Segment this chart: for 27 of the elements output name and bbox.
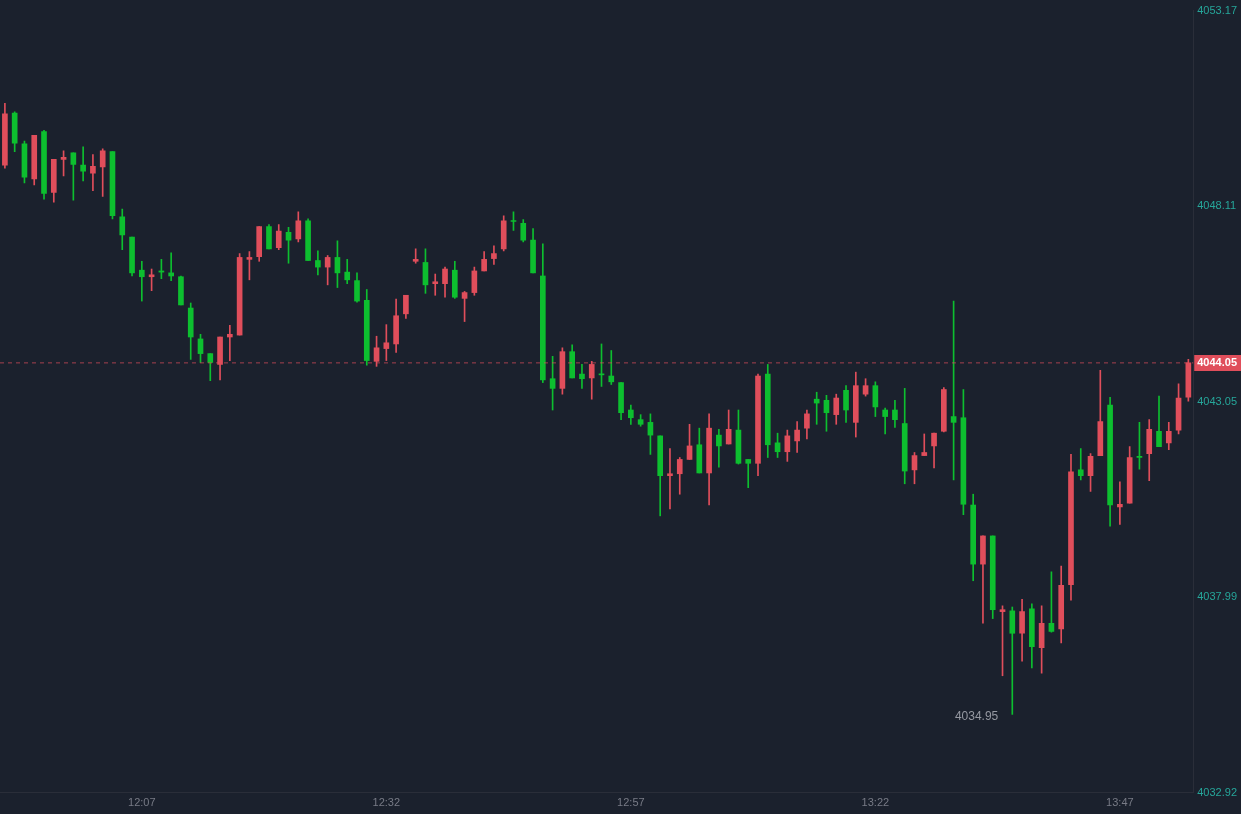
candlestick	[745, 459, 752, 488]
candlestick	[813, 391, 820, 425]
candlestick	[608, 350, 615, 385]
annotation: 4034.95	[954, 708, 999, 723]
y-tick-label: 4048.11	[1197, 199, 1237, 212]
x-tick-label: 13:47	[1106, 796, 1134, 809]
candlestick	[1009, 606, 1016, 715]
x-tick-label: 13:22	[861, 796, 890, 809]
x-tick-label: 12:57	[617, 796, 645, 809]
candlestick	[579, 364, 585, 389]
y-tick-label: 4032.92	[1197, 785, 1237, 798]
candlestick	[921, 433, 928, 456]
candlestick	[1117, 481, 1123, 525]
candlestick	[1077, 448, 1084, 481]
ref-line-label: 4044.05	[1197, 355, 1237, 368]
y-tick-label: 4037.99	[1197, 589, 1237, 602]
candlestick	[227, 325, 233, 361]
x-tick-label: 12:32	[372, 796, 401, 809]
x-tick-label: 12:07	[128, 796, 156, 809]
candlestick	[90, 154, 96, 191]
y-tick-label: 4043.05	[1197, 394, 1237, 407]
candlestick	[138, 260, 145, 302]
candlestick	[667, 448, 673, 510]
candlestick	[80, 146, 86, 182]
y-tick-label: 4053.17	[1197, 3, 1237, 16]
candlestick	[432, 273, 439, 296]
candlestick	[412, 248, 419, 264]
